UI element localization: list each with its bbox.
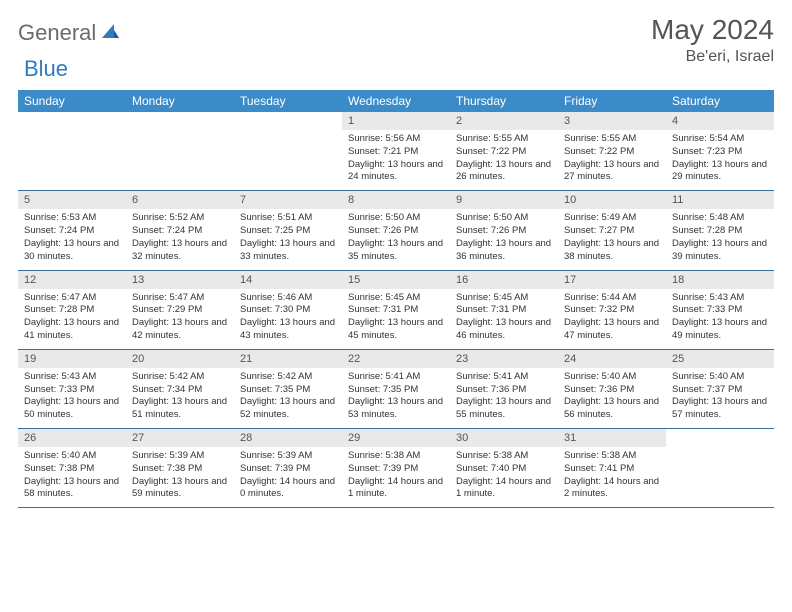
day-number-cell: 4	[666, 112, 774, 130]
info-row: Sunrise: 5:47 AMSunset: 7:28 PMDaylight:…	[18, 289, 774, 350]
day-number-cell: 23	[450, 349, 558, 368]
day-number-cell: 25	[666, 349, 774, 368]
day-info-cell: Sunrise: 5:45 AMSunset: 7:31 PMDaylight:…	[450, 289, 558, 350]
daynum-row: 19202122232425	[18, 349, 774, 368]
info-row: Sunrise: 5:56 AMSunset: 7:21 PMDaylight:…	[18, 130, 774, 191]
logo: General	[18, 14, 122, 46]
day-header-row: SundayMondayTuesdayWednesdayThursdayFrid…	[18, 90, 774, 112]
day-info-cell: Sunrise: 5:42 AMSunset: 7:34 PMDaylight:…	[126, 368, 234, 429]
day-number-cell: 16	[450, 270, 558, 289]
day-info-cell: Sunrise: 5:49 AMSunset: 7:27 PMDaylight:…	[558, 209, 666, 270]
day-number-cell: 27	[126, 429, 234, 448]
day-number-cell: 20	[126, 349, 234, 368]
day-header: Sunday	[18, 90, 126, 112]
daynum-row: 1234	[18, 112, 774, 130]
day-info-cell: Sunrise: 5:40 AMSunset: 7:38 PMDaylight:…	[18, 447, 126, 508]
day-number-cell: 10	[558, 191, 666, 210]
day-info-cell: Sunrise: 5:39 AMSunset: 7:39 PMDaylight:…	[234, 447, 342, 508]
day-info-cell: Sunrise: 5:40 AMSunset: 7:36 PMDaylight:…	[558, 368, 666, 429]
day-info-cell: Sunrise: 5:38 AMSunset: 7:41 PMDaylight:…	[558, 447, 666, 508]
day-info-cell: Sunrise: 5:45 AMSunset: 7:31 PMDaylight:…	[342, 289, 450, 350]
day-info-cell: Sunrise: 5:55 AMSunset: 7:22 PMDaylight:…	[450, 130, 558, 191]
day-info-cell: Sunrise: 5:38 AMSunset: 7:40 PMDaylight:…	[450, 447, 558, 508]
day-number-cell: 13	[126, 270, 234, 289]
calendar-table: SundayMondayTuesdayWednesdayThursdayFrid…	[18, 90, 774, 508]
info-row: Sunrise: 5:40 AMSunset: 7:38 PMDaylight:…	[18, 447, 774, 508]
day-number-cell: 26	[18, 429, 126, 448]
logo-text-blue: Blue	[24, 56, 68, 81]
day-info-cell: Sunrise: 5:53 AMSunset: 7:24 PMDaylight:…	[18, 209, 126, 270]
day-number-cell: 9	[450, 191, 558, 210]
logo-sail-icon	[100, 22, 120, 45]
day-number-cell: 28	[234, 429, 342, 448]
day-number-cell: 21	[234, 349, 342, 368]
day-info-cell: Sunrise: 5:55 AMSunset: 7:22 PMDaylight:…	[558, 130, 666, 191]
month-title: May 2024	[651, 14, 774, 46]
day-info-cell: Sunrise: 5:42 AMSunset: 7:35 PMDaylight:…	[234, 368, 342, 429]
day-number-cell: 18	[666, 270, 774, 289]
day-info-cell: Sunrise: 5:51 AMSunset: 7:25 PMDaylight:…	[234, 209, 342, 270]
day-number-cell: 12	[18, 270, 126, 289]
day-number-cell	[666, 429, 774, 448]
day-number-cell: 29	[342, 429, 450, 448]
daynum-row: 262728293031	[18, 429, 774, 448]
day-number-cell: 31	[558, 429, 666, 448]
day-number-cell: 11	[666, 191, 774, 210]
day-number-cell: 14	[234, 270, 342, 289]
day-number-cell: 6	[126, 191, 234, 210]
day-number-cell: 22	[342, 349, 450, 368]
day-number-cell: 15	[342, 270, 450, 289]
day-number-cell: 5	[18, 191, 126, 210]
day-info-cell: Sunrise: 5:39 AMSunset: 7:38 PMDaylight:…	[126, 447, 234, 508]
day-info-cell: Sunrise: 5:43 AMSunset: 7:33 PMDaylight:…	[18, 368, 126, 429]
day-number-cell	[126, 112, 234, 130]
day-number-cell	[234, 112, 342, 130]
day-info-cell: Sunrise: 5:38 AMSunset: 7:39 PMDaylight:…	[342, 447, 450, 508]
info-row: Sunrise: 5:53 AMSunset: 7:24 PMDaylight:…	[18, 209, 774, 270]
day-info-cell: Sunrise: 5:44 AMSunset: 7:32 PMDaylight:…	[558, 289, 666, 350]
day-info-cell	[234, 130, 342, 191]
day-info-cell: Sunrise: 5:43 AMSunset: 7:33 PMDaylight:…	[666, 289, 774, 350]
day-header: Saturday	[666, 90, 774, 112]
day-number-cell	[18, 112, 126, 130]
day-header: Thursday	[450, 90, 558, 112]
daynum-row: 567891011	[18, 191, 774, 210]
day-info-cell: Sunrise: 5:50 AMSunset: 7:26 PMDaylight:…	[450, 209, 558, 270]
day-info-cell: Sunrise: 5:54 AMSunset: 7:23 PMDaylight:…	[666, 130, 774, 191]
info-row: Sunrise: 5:43 AMSunset: 7:33 PMDaylight:…	[18, 368, 774, 429]
day-info-cell	[18, 130, 126, 191]
day-number-cell: 30	[450, 429, 558, 448]
day-info-cell: Sunrise: 5:41 AMSunset: 7:36 PMDaylight:…	[450, 368, 558, 429]
day-number-cell: 19	[18, 349, 126, 368]
day-info-cell: Sunrise: 5:47 AMSunset: 7:29 PMDaylight:…	[126, 289, 234, 350]
day-header: Monday	[126, 90, 234, 112]
day-number-cell: 17	[558, 270, 666, 289]
day-info-cell: Sunrise: 5:52 AMSunset: 7:24 PMDaylight:…	[126, 209, 234, 270]
day-number-cell: 8	[342, 191, 450, 210]
day-header: Wednesday	[342, 90, 450, 112]
day-info-cell: Sunrise: 5:41 AMSunset: 7:35 PMDaylight:…	[342, 368, 450, 429]
day-info-cell	[666, 447, 774, 508]
day-info-cell: Sunrise: 5:56 AMSunset: 7:21 PMDaylight:…	[342, 130, 450, 191]
logo-text-general: General	[18, 20, 96, 46]
day-header: Friday	[558, 90, 666, 112]
day-number-cell: 3	[558, 112, 666, 130]
day-info-cell: Sunrise: 5:47 AMSunset: 7:28 PMDaylight:…	[18, 289, 126, 350]
day-number-cell: 1	[342, 112, 450, 130]
day-info-cell: Sunrise: 5:46 AMSunset: 7:30 PMDaylight:…	[234, 289, 342, 350]
day-info-cell: Sunrise: 5:48 AMSunset: 7:28 PMDaylight:…	[666, 209, 774, 270]
day-number-cell: 24	[558, 349, 666, 368]
day-info-cell: Sunrise: 5:40 AMSunset: 7:37 PMDaylight:…	[666, 368, 774, 429]
day-info-cell: Sunrise: 5:50 AMSunset: 7:26 PMDaylight:…	[342, 209, 450, 270]
day-number-cell: 2	[450, 112, 558, 130]
day-info-cell	[126, 130, 234, 191]
daynum-row: 12131415161718	[18, 270, 774, 289]
day-number-cell: 7	[234, 191, 342, 210]
day-header: Tuesday	[234, 90, 342, 112]
